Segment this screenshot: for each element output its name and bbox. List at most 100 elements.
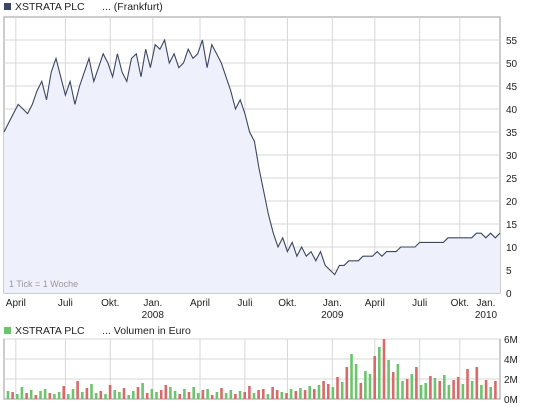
volume-bar [192, 387, 195, 399]
volume-bar [197, 393, 200, 399]
volume-panel: 0M 2M 4M 6M [3, 335, 518, 406]
volume-bar [16, 394, 19, 399]
volume-bar [25, 393, 28, 399]
volume-bar [159, 390, 163, 399]
volume-bar [248, 386, 251, 399]
volume-legend-swatch [4, 327, 11, 334]
price-panel: 0 5 10 15 20 25 30 35 40 45 50 55 April Juli Okt. Jan.… [3, 16, 518, 321]
volume-bar [285, 393, 288, 399]
volume-bar [438, 381, 441, 399]
volume-bar [308, 386, 311, 399]
volume-bar [257, 390, 260, 399]
price-y-tick-50: 50 [506, 59, 518, 70]
volume-bar [67, 394, 70, 399]
volume-bar [132, 391, 135, 399]
volume-bar [183, 389, 186, 399]
volume-bar [94, 393, 98, 399]
price-y-tick-35: 35 [506, 128, 518, 139]
price-y-axis: 0 5 10 15 20 25 30 35 40 45 50 55 [506, 36, 518, 300]
price-y-tick-25: 25 [506, 174, 518, 185]
volume-bar [480, 385, 483, 399]
volume-bar [359, 383, 363, 399]
volume-bar [220, 388, 223, 399]
volume-bar [489, 387, 492, 399]
volume-bar [169, 387, 172, 399]
x-year-2009: 2009 [321, 310, 344, 321]
price-chart-title: XSTRATA PLC ... (Frankfurt) [15, 1, 163, 13]
price-y-tick-20: 20 [506, 197, 518, 208]
volume-bar [401, 381, 404, 399]
volume-bar [475, 367, 479, 399]
volume-chart-title: XSTRATA PLC ... Volumen in Euro [15, 325, 191, 337]
x-tick-11: Jan. [477, 298, 496, 309]
volume-bar [466, 369, 469, 399]
volume-bar [238, 391, 242, 399]
volume-bar [118, 392, 121, 399]
volume-y-axis: 0M 2M 4M 6M [504, 335, 518, 406]
volume-bar [173, 391, 177, 399]
volume-bar [354, 364, 358, 399]
x-tick-5: Juli [237, 298, 252, 309]
volume-bar [85, 388, 89, 399]
volume-bar [387, 360, 390, 399]
volume-bar [6, 391, 10, 399]
tick-note: 1 Tick = 1 Woche [9, 279, 78, 289]
volume-bar [48, 393, 52, 399]
volume-bar [294, 391, 298, 399]
volume-bar [262, 389, 265, 399]
x-tick-10: Okt. [451, 298, 469, 309]
x-year-2008: 2008 [142, 310, 165, 321]
volume-bar [350, 354, 353, 399]
volume-bar [456, 377, 460, 399]
volume-bar [340, 382, 344, 399]
x-tick-8: April [365, 298, 385, 309]
price-y-tick-15: 15 [506, 220, 518, 231]
x-tick-3: Jan. [143, 298, 162, 309]
volume-bar [494, 381, 497, 399]
volume-bar [470, 381, 474, 399]
volume-bar [378, 347, 381, 399]
price-y-tick-55: 55 [506, 36, 518, 47]
volume-bar [461, 384, 465, 399]
volume-bar [90, 384, 93, 399]
volume-bar [419, 385, 423, 399]
volume-bar [327, 384, 330, 399]
x-tick-9: Juli [412, 298, 427, 309]
price-y-tick-30: 30 [506, 151, 518, 162]
volume-bar [127, 395, 130, 399]
volume-y-tick-4M: 4M [504, 355, 518, 366]
volume-bar [243, 392, 246, 399]
volume-bar [210, 395, 214, 399]
price-legend-swatch [4, 3, 11, 10]
volume-bar [206, 389, 209, 399]
volume-bar [224, 393, 228, 399]
volume-bar [345, 367, 349, 399]
volume-bar [145, 393, 149, 399]
volume-bar [122, 388, 126, 399]
volume-bar [34, 395, 38, 399]
x-tick-7: Jan. [323, 298, 342, 309]
volume-bar [303, 390, 307, 399]
volume-bar [39, 391, 42, 399]
volume-bar [108, 385, 112, 399]
volume-bar [11, 392, 14, 399]
volume-bar [76, 381, 79, 399]
volume-bar [104, 394, 107, 399]
volume-bar [201, 390, 205, 399]
volume-bar [266, 394, 270, 399]
volume-bar [289, 389, 293, 399]
volume-bar [382, 339, 386, 399]
volume-bar [150, 389, 154, 399]
volume-y-tick-0M: 0M [504, 395, 518, 406]
volume-bar [187, 392, 191, 399]
volume-bar [415, 367, 418, 399]
x-tick-6: Okt. [278, 298, 296, 309]
volume-y-tick-6M: 6M [504, 335, 518, 346]
volume-bar [141, 383, 144, 399]
volume-bar [443, 375, 446, 399]
volume-bar [275, 390, 279, 399]
volume-bar [373, 356, 376, 399]
volume-bar [164, 385, 168, 399]
volume-bar [229, 390, 233, 399]
